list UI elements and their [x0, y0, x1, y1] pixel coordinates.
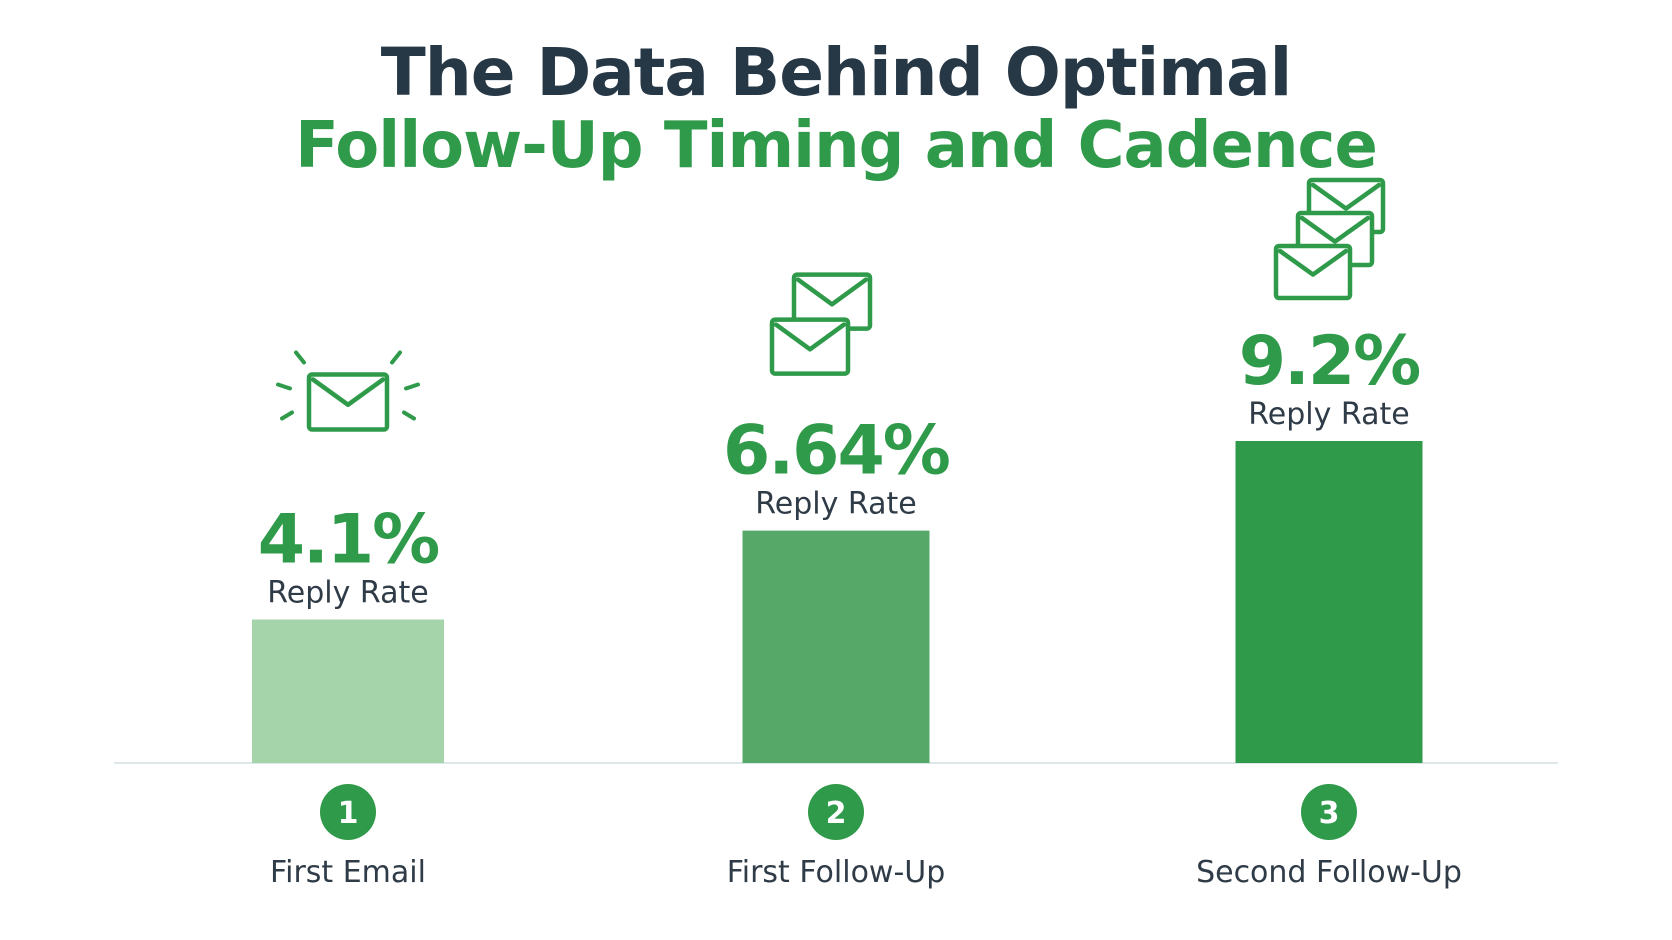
envelope-shape: [306, 372, 390, 432]
envelope-burst-icon: [276, 350, 420, 432]
burst-ray: [402, 410, 416, 421]
value-caption-2: Reply Rate: [755, 487, 916, 522]
value-label-2: 6.64%: [723, 412, 949, 491]
envelope-shape: [1273, 243, 1353, 301]
value-label-3: 9.2%: [1239, 322, 1420, 401]
step-number-2: 2: [826, 796, 847, 831]
chart-title: The Data Behind Optimal: [381, 34, 1291, 111]
value-caption-1: Reply Rate: [267, 576, 428, 611]
category-label-3: Second Follow-Up: [1196, 855, 1462, 890]
burst-ray: [390, 350, 402, 365]
chart-subtitle: Follow-Up Timing and Cadence: [295, 109, 1377, 183]
burst-ray: [280, 410, 294, 421]
value-caption-3: Reply Rate: [1248, 397, 1409, 432]
step-number-1: 1: [338, 796, 359, 831]
double-envelope-icon: [769, 272, 873, 376]
step-circle-3: [1301, 784, 1357, 840]
category-label-2: First Follow-Up: [727, 855, 946, 890]
burst-ray: [404, 382, 420, 391]
category-label-1: First Email: [270, 855, 426, 890]
step-circle-2: [808, 784, 864, 840]
step-circle-1: [320, 784, 376, 840]
burst-ray: [276, 382, 292, 391]
envelope-shape: [769, 317, 851, 376]
triple-envelope-icon: [1273, 177, 1386, 301]
bar-2: [742, 530, 930, 763]
value-label-1: 4.1%: [258, 501, 439, 580]
burst-ray: [294, 350, 306, 365]
bar-3: [1235, 441, 1423, 763]
step-number-3: 3: [1319, 796, 1340, 831]
bar-1: [252, 619, 444, 763]
